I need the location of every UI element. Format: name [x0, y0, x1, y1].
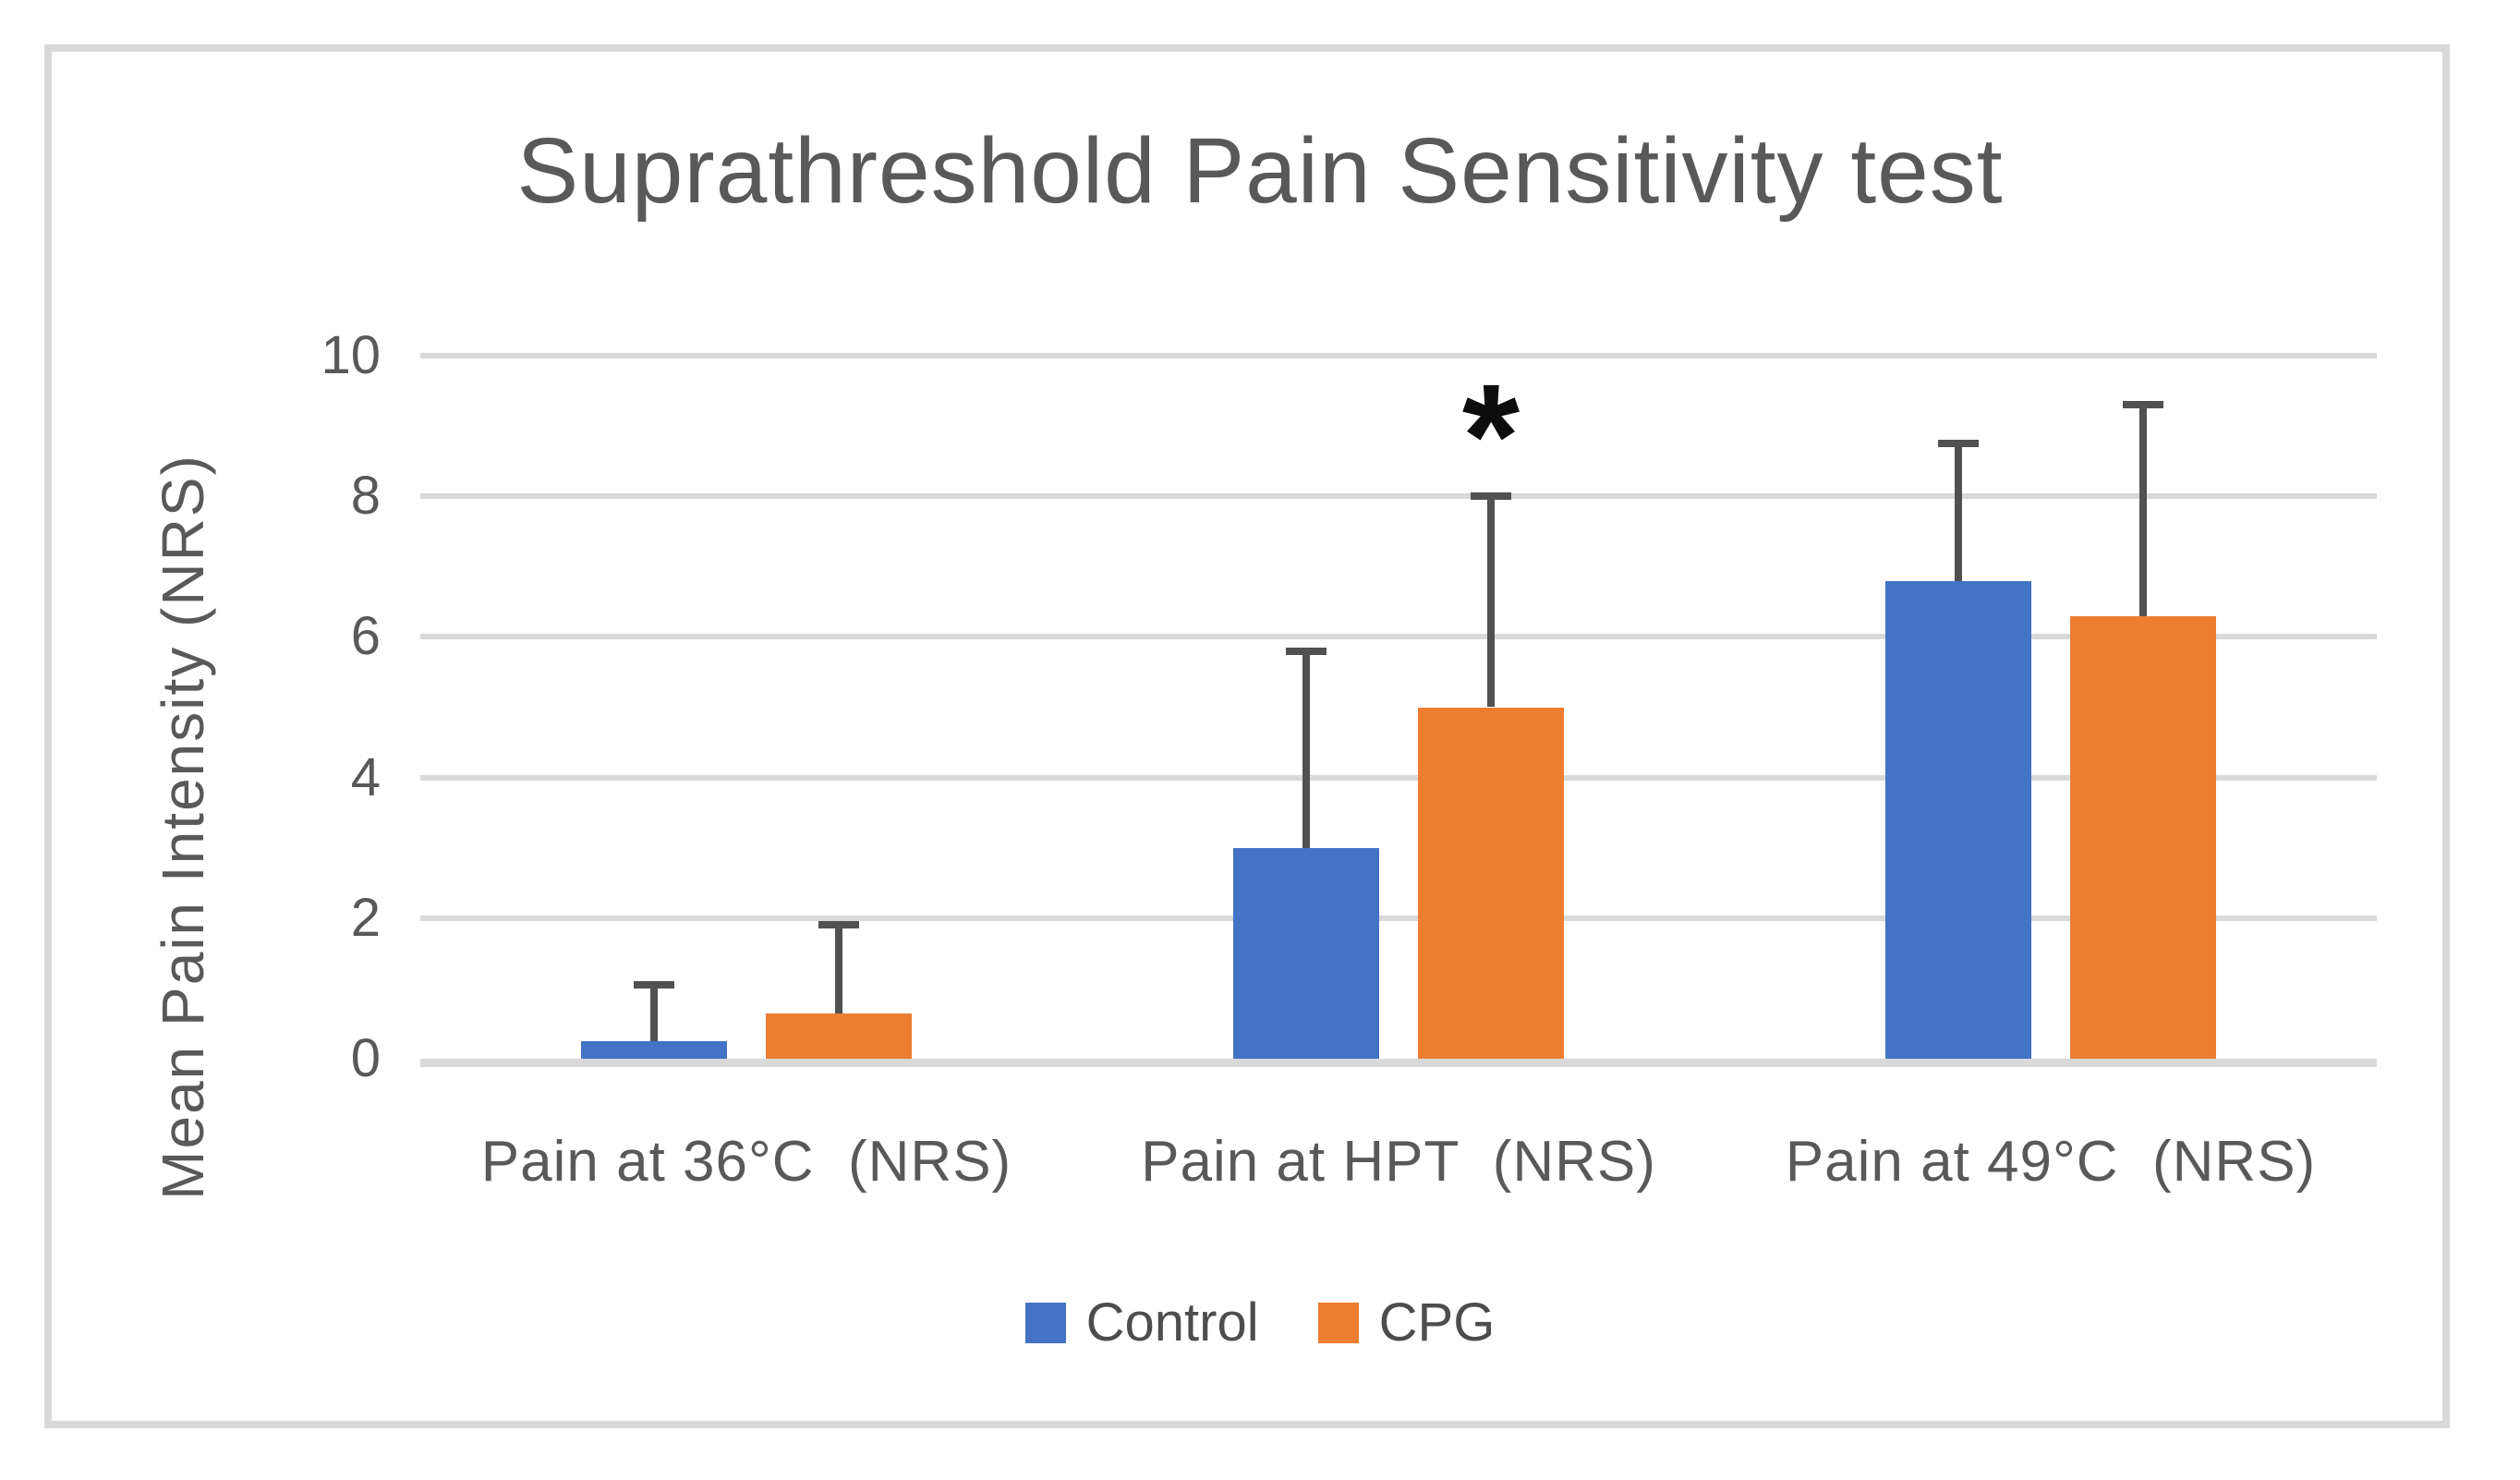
gridline-y-8: [420, 493, 2377, 500]
error-bar-control-1: [1302, 650, 1310, 848]
bar-control-1: [1233, 847, 1379, 1059]
bar-cpg-2: [2070, 615, 2216, 1059]
error-bar-cpg-0: [835, 925, 842, 1013]
y-tick-label-8: 8: [350, 466, 381, 527]
legend-swatch-cpg: [1317, 1302, 1359, 1343]
x-category-label-0: Pain at 36°C (NRS): [480, 1130, 1012, 1194]
chart-frame: [44, 44, 2450, 1428]
gridline-y-4: [420, 774, 2377, 781]
error-bar-cap-cpg-2: [2123, 401, 2163, 409]
x-category-label-2: Pain at 49°C (NRS): [1785, 1130, 2317, 1194]
error-bar-cap-control-2: [1938, 440, 1979, 448]
error-bar-cap-cpg-0: [818, 921, 859, 929]
legend-label-control: Control: [1085, 1292, 1259, 1353]
error-bar-cap-control-0: [634, 981, 674, 989]
bar-cpg-0: [766, 1013, 912, 1059]
chart-title: Suprathreshold Pain Sensitivity test: [516, 119, 2004, 223]
legend-item-cpg: CPG: [1317, 1292, 1496, 1353]
legend: Control CPG: [0, 1292, 2520, 1353]
gridline-y-0: [420, 1059, 2377, 1067]
y-tick-label-6: 6: [350, 606, 381, 667]
legend-label-cpg: CPG: [1378, 1292, 1496, 1353]
error-bar-cpg-2: [2139, 405, 2147, 616]
bar-control-2: [1885, 580, 2031, 1059]
bar-cpg-1: [1418, 707, 1564, 1059]
gridline-y-6: [420, 634, 2377, 640]
y-tick-label-10: 10: [321, 325, 381, 385]
legend-item-control: Control: [1024, 1292, 1259, 1353]
gridline-y-10: [420, 353, 2377, 358]
bar-control-0: [581, 1040, 727, 1059]
error-bar-cap-control-1: [1286, 647, 1327, 655]
x-category-label-1: Pain at HPT (NRS): [1141, 1130, 1656, 1194]
y-tick-label-4: 4: [350, 746, 381, 807]
legend-swatch-control: [1024, 1302, 1066, 1343]
y-tick-label-2: 2: [350, 887, 381, 948]
significance-asterisk: *: [1461, 353, 1520, 518]
error-bar-control-2: [1955, 443, 1962, 581]
gridline-y-2: [420, 915, 2377, 921]
error-bar-control-0: [650, 985, 658, 1041]
error-bar-cpg-1: [1487, 496, 1495, 708]
error-bar-cap-cpg-1: [1471, 492, 1511, 501]
y-tick-label-0: 0: [350, 1028, 381, 1088]
